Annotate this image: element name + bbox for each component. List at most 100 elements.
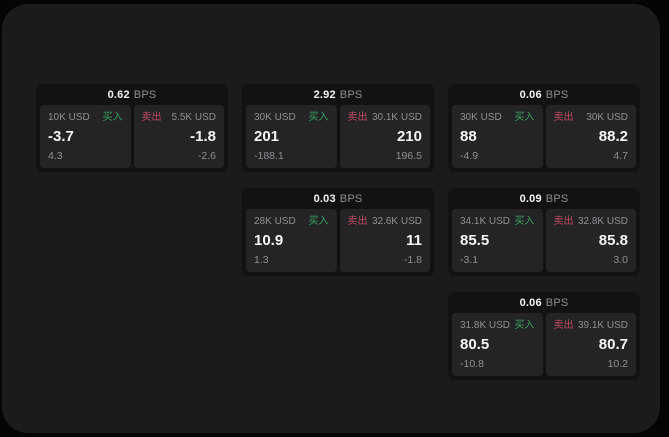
buy-price: -3.7 [48, 128, 74, 145]
buy-amount: 31.8K USD [460, 320, 511, 331]
buy-side-label: 买入 [514, 216, 535, 227]
bps-unit: BPS [545, 296, 569, 309]
buy-price: 201 [254, 128, 280, 145]
sell-amount: 32.8K USD [577, 216, 628, 227]
sell-side-label: 卖出 [553, 216, 574, 227]
bps-unit: BPS [545, 88, 569, 101]
buy-amount: 30K USD [254, 112, 296, 123]
sell-delta: 4.7 [613, 150, 628, 162]
buy-amount: 28K USD [254, 216, 296, 227]
buy-amount: 30K USD [460, 112, 502, 123]
sell-delta: 196.5 [395, 150, 422, 162]
sell-amount: 39.1K USD [577, 320, 628, 331]
sell-tile[interactable]: 卖出 32.8K USD 85.8 3.0 [545, 209, 636, 272]
bps-value: 0.09 [519, 192, 542, 205]
bps-unit: BPS [545, 192, 569, 205]
sell-price: 88.2 [598, 128, 628, 145]
bps-unit: BPS [133, 88, 157, 101]
bps-value: 0.06 [519, 88, 542, 101]
buy-price: 85.5 [460, 232, 490, 249]
buy-side-label: 买入 [514, 320, 535, 331]
buy-delta: -10.8 [460, 358, 484, 370]
sell-side-label: 卖出 [141, 112, 162, 123]
sell-amount: 5.5K USD [171, 112, 216, 123]
sell-amount: 32.6K USD [371, 216, 422, 227]
buy-tile-top: 30K USD 买入 [460, 112, 535, 123]
buy-tile-top: 28K USD 买入 [254, 216, 329, 227]
sell-tile-top: 卖出 32.8K USD [554, 216, 629, 227]
sell-delta: -2.6 [197, 150, 216, 162]
card-header: 0.06 BPS [452, 84, 636, 105]
buy-delta: -4.9 [460, 150, 479, 162]
card-header: 2.92 BPS [246, 84, 430, 105]
quote-card: 0.03 BPS 28K USD 买入 10.9 1.3 卖出 32.6K US… [242, 188, 434, 276]
sell-tile[interactable]: 卖出 32.6K USD 11 -1.8 [339, 209, 430, 272]
card-body: 10K USD 买入 -3.7 4.3 卖出 5.5K USD -1.8 -2.… [40, 105, 224, 168]
bps-unit: BPS [339, 88, 363, 101]
card-body: 28K USD 买入 10.9 1.3 卖出 32.6K USD 11 -1.8 [246, 209, 430, 272]
buy-tile[interactable]: 28K USD 买入 10.9 1.3 [246, 209, 337, 272]
buy-delta: 1.3 [254, 254, 269, 266]
buy-tile[interactable]: 10K USD 买入 -3.7 4.3 [40, 105, 131, 168]
sell-tile[interactable]: 卖出 30K USD 88.2 4.7 [545, 105, 636, 168]
sell-side-label: 卖出 [553, 112, 574, 123]
card-header: 0.03 BPS [246, 188, 430, 209]
sell-amount: 30K USD [586, 112, 628, 123]
sell-tile[interactable]: 卖出 39.1K USD 80.7 10.2 [545, 313, 636, 376]
sell-tile-top: 卖出 30.1K USD [348, 112, 423, 123]
quote-panel: 0.62 BPS 10K USD 买入 -3.7 4.3 卖出 5.5K USD… [2, 4, 660, 433]
buy-tile-top: 10K USD 买入 [48, 112, 123, 123]
sell-side-label: 卖出 [347, 216, 368, 227]
buy-price: 80.5 [460, 336, 490, 353]
bps-value: 0.06 [519, 296, 542, 309]
buy-delta: -188.1 [254, 150, 284, 162]
buy-side-label: 买入 [514, 112, 535, 123]
quote-card: 0.09 BPS 34.1K USD 买入 85.5 -3.1 卖出 32.8K… [448, 188, 640, 276]
buy-tile[interactable]: 31.8K USD 买入 80.5 -10.8 [452, 313, 543, 376]
card-header: 0.09 BPS [452, 188, 636, 209]
buy-side-label: 买入 [102, 112, 123, 123]
buy-tile[interactable]: 30K USD 买入 88 -4.9 [452, 105, 543, 168]
bps-unit: BPS [339, 192, 363, 205]
buy-price: 10.9 [254, 232, 284, 249]
sell-side-label: 卖出 [347, 112, 368, 123]
card-body: 31.8K USD 买入 80.5 -10.8 卖出 39.1K USD 80.… [452, 313, 636, 376]
sell-delta: -1.8 [403, 254, 422, 266]
buy-delta: -3.1 [460, 254, 479, 266]
sell-delta: 3.0 [613, 254, 628, 266]
sell-side-label: 卖出 [553, 320, 574, 331]
sell-price: 80.7 [598, 336, 628, 353]
sell-tile-top: 卖出 39.1K USD [554, 320, 629, 331]
bps-value: 2.92 [313, 88, 336, 101]
card-header: 0.06 BPS [452, 292, 636, 313]
card-body: 30K USD 买入 88 -4.9 卖出 30K USD 88.2 4.7 [452, 105, 636, 168]
sell-tile-top: 卖出 30K USD [554, 112, 629, 123]
bps-value: 0.03 [313, 192, 336, 205]
card-body: 34.1K USD 买入 85.5 -3.1 卖出 32.8K USD 85.8… [452, 209, 636, 272]
sell-tile[interactable]: 卖出 30.1K USD 210 196.5 [339, 105, 430, 168]
quote-card: 0.62 BPS 10K USD 买入 -3.7 4.3 卖出 5.5K USD… [36, 84, 228, 172]
bps-value: 0.62 [107, 88, 130, 101]
sell-tile[interactable]: 卖出 5.5K USD -1.8 -2.6 [133, 105, 224, 168]
buy-tile[interactable]: 30K USD 买入 201 -188.1 [246, 105, 337, 168]
buy-amount: 10K USD [48, 112, 90, 123]
sell-price: 210 [396, 128, 422, 145]
buy-price: 88 [460, 128, 477, 145]
card-body: 30K USD 买入 201 -188.1 卖出 30.1K USD 210 1… [246, 105, 430, 168]
sell-amount: 30.1K USD [371, 112, 422, 123]
card-header: 0.62 BPS [40, 84, 224, 105]
buy-tile-top: 30K USD 买入 [254, 112, 329, 123]
buy-tile-top: 34.1K USD 买入 [460, 216, 535, 227]
buy-amount: 34.1K USD [460, 216, 511, 227]
sell-tile-top: 卖出 32.6K USD [348, 216, 423, 227]
sell-delta: 10.2 [607, 358, 628, 370]
quote-card: 2.92 BPS 30K USD 买入 201 -188.1 卖出 30.1K … [242, 84, 434, 172]
buy-tile-top: 31.8K USD 买入 [460, 320, 535, 331]
sell-price: 85.8 [598, 232, 628, 249]
buy-delta: 4.3 [48, 150, 63, 162]
quotes-grid: 0.62 BPS 10K USD 买入 -3.7 4.3 卖出 5.5K USD… [36, 84, 640, 380]
quote-card: 0.06 BPS 31.8K USD 买入 80.5 -10.8 卖出 39.1… [448, 292, 640, 380]
buy-tile[interactable]: 34.1K USD 买入 85.5 -3.1 [452, 209, 543, 272]
sell-tile-top: 卖出 5.5K USD [142, 112, 217, 123]
